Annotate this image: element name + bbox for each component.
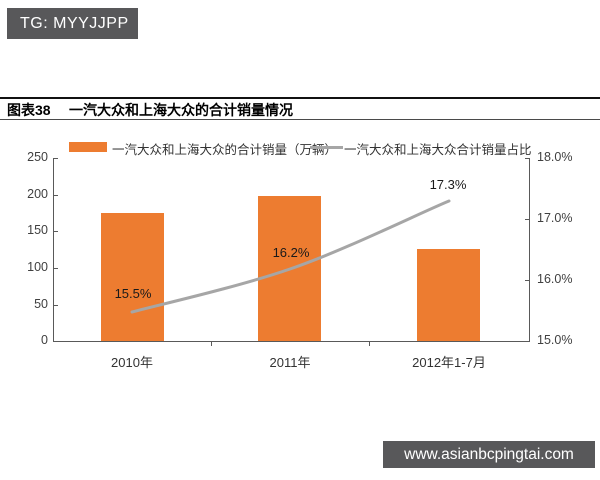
legend-bar-swatch-icon <box>69 142 107 152</box>
data-label-2011: 16.2% <box>272 245 310 260</box>
bar-2011 <box>258 196 321 342</box>
left-axis-tick <box>54 268 58 269</box>
left-axis-line <box>53 158 54 342</box>
data-label-2010: 15.5% <box>114 286 152 301</box>
x-axis-line <box>53 341 530 342</box>
left-axis-tick <box>54 195 58 196</box>
left-axis-label: 50 <box>34 297 48 311</box>
website-watermark: www.asianbcpingtai.com <box>383 441 595 468</box>
tg-badge-text: TG: MYYJJPP <box>20 15 129 32</box>
left-axis-label: 250 <box>27 150 48 164</box>
legend-bar-label: 一汽大众和上海大众的合计销量（万辆） <box>112 143 338 157</box>
legend-line-swatch-icon <box>310 146 343 149</box>
left-axis-label: 100 <box>27 260 48 274</box>
right-axis-tick <box>525 219 529 220</box>
left-axis-tick <box>54 158 58 159</box>
left-axis-tick <box>54 305 58 306</box>
left-axis-label: 0 <box>41 333 48 347</box>
x-axis-tick <box>369 342 370 346</box>
right-axis-label: 16.0% <box>537 272 573 286</box>
right-axis-tick <box>525 280 529 281</box>
left-axis-tick <box>54 231 58 232</box>
right-axis-label: 18.0% <box>537 150 573 164</box>
x-axis-category: 2010年 <box>111 355 153 370</box>
x-axis-category: 2011年 <box>269 355 311 370</box>
tg-badge: TG: MYYJJPP <box>7 8 138 39</box>
figure-title: 一汽大众和上海大众的合计销量情况 <box>69 102 293 118</box>
x-axis-category: 2012年1-7月 <box>412 355 486 370</box>
right-axis-line <box>529 158 530 342</box>
left-axis-label: 200 <box>27 187 48 201</box>
header-rule-top <box>0 97 600 99</box>
header-rule-bottom <box>0 119 600 120</box>
legend-line-label: 一汽大众和上海大众合计销量占比 <box>344 143 532 157</box>
bar-2012-jan-jul <box>417 249 480 342</box>
right-axis-tick <box>525 158 529 159</box>
left-axis-label: 150 <box>27 223 48 237</box>
right-axis-label: 17.0% <box>537 211 573 225</box>
chart-area: 一汽大众和上海大众的合计销量（万辆） 一汽大众和上海大众合计销量占比 0 50 … <box>0 130 600 380</box>
data-label-2012: 17.3% <box>429 177 467 192</box>
website-watermark-text: www.asianbcpingtai.com <box>404 446 574 463</box>
right-axis-label: 15.0% <box>537 333 573 347</box>
bar-2010 <box>101 213 164 342</box>
figure-number: 图表38 <box>7 102 51 118</box>
x-axis-tick <box>211 342 212 346</box>
